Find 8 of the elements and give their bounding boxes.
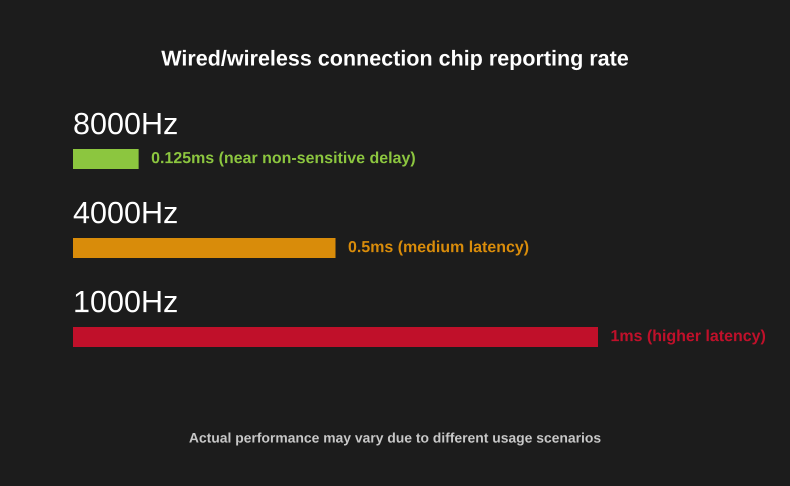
- y-tick-label: 1000Hz: [75, 290, 177, 312]
- data-label: 0.5ms (medium latency): [348, 240, 528, 256]
- text: Actual performance may vary due to different usage scenarios: [189, 432, 601, 446]
- chart-title: Wired/wireless connection chip reporting rate: [161, 50, 628, 70]
- y-tick-label: 4000Hz: [74, 202, 177, 224]
- data-label: 1ms (higher latency): [612, 330, 766, 344]
- y-tick-label: 8000Hz: [74, 112, 177, 134]
- data-label: 0.125ms (near non-sensitive delay): [152, 152, 415, 166]
